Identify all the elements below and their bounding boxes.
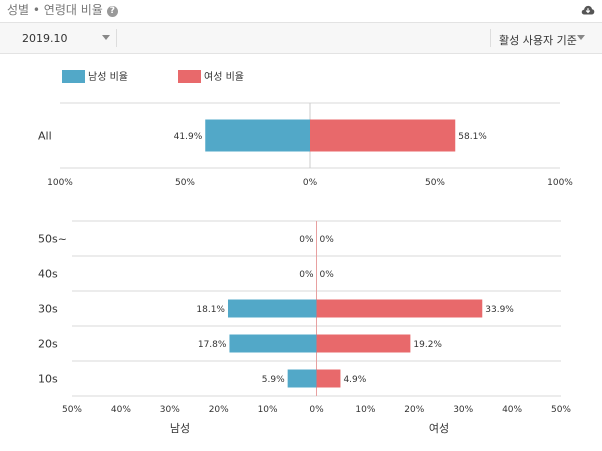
- panel-header: 성별 • 연령대 비율?: [0, 0, 602, 22]
- date-select-value: 2019.10: [22, 32, 68, 45]
- x-tick-label: 50%: [425, 178, 445, 188]
- x-axis-label-male: 남성: [170, 422, 190, 435]
- x-tick-label: 0%: [309, 405, 324, 415]
- x-tick-label: 100%: [47, 178, 73, 188]
- x-axis-label-female: 여성: [429, 422, 449, 435]
- x-tick-label: 40%: [502, 405, 522, 415]
- bar-male: [205, 119, 310, 152]
- x-tick-label: 50%: [62, 405, 82, 415]
- date-select[interactable]: 2019.10: [22, 29, 114, 47]
- data-label-female: 19.2%: [413, 340, 442, 350]
- data-label-male: 41.9%: [174, 132, 203, 142]
- filter-bar: 2019.10 활성 사용자 기준: [0, 22, 602, 54]
- category-label: 20s: [38, 338, 58, 351]
- chevron-down-icon: [577, 35, 585, 40]
- data-label-male: 0%: [299, 235, 314, 245]
- bar-male: [287, 369, 317, 388]
- data-label-male: 17.8%: [198, 340, 227, 350]
- bar-female: [310, 119, 456, 152]
- basis-select[interactable]: 활성 사용자 기준: [499, 29, 591, 47]
- x-tick-label: 30%: [453, 405, 473, 415]
- x-tick-label: 40%: [111, 405, 131, 415]
- legend-male: 남성 비율: [62, 68, 128, 83]
- data-label-male: 18.1%: [196, 305, 225, 315]
- chevron-down-icon: [102, 35, 110, 40]
- data-label-male: 5.9%: [262, 375, 285, 385]
- data-label-female: 0%: [320, 235, 335, 245]
- cloud-download-icon[interactable]: [581, 4, 595, 16]
- legend-female-swatch: [178, 70, 201, 83]
- x-tick-label: 10%: [258, 405, 278, 415]
- data-label-female: 58.1%: [458, 132, 487, 142]
- legend-female: 여성 비율: [178, 68, 244, 83]
- x-tick-label: 20%: [404, 405, 424, 415]
- bar-female: [316, 334, 411, 353]
- category-label: All: [38, 130, 52, 143]
- category-label: 10s: [38, 373, 58, 386]
- x-tick-label: 50%: [551, 405, 571, 415]
- bar-male: [227, 299, 317, 318]
- legend-male-swatch: [62, 70, 85, 83]
- legend-female-label: 여성 비율: [204, 72, 244, 83]
- bar-male: [229, 334, 317, 353]
- x-tick-label: 10%: [355, 405, 375, 415]
- x-tick-label: 50%: [175, 178, 195, 188]
- panel-title: 성별 • 연령대 비율?: [7, 1, 118, 18]
- divider: [490, 29, 491, 47]
- category-label: 30s: [38, 303, 58, 316]
- x-tick-label: 30%: [160, 405, 180, 415]
- category-label: 40s: [38, 268, 58, 281]
- data-label-female: 4.9%: [343, 375, 366, 385]
- category-label: 50s~: [38, 233, 67, 246]
- panel-title-text: 성별 • 연령대 비율: [7, 3, 103, 17]
- question-circle-icon[interactable]: ?: [106, 6, 118, 17]
- bar-female: [316, 369, 341, 388]
- data-label-female: 0%: [320, 270, 335, 280]
- basis-select-value: 활성 사용자 기준: [499, 34, 577, 47]
- x-tick-label: 100%: [547, 178, 573, 188]
- x-tick-label: 0%: [303, 178, 318, 188]
- legend-male-label: 남성 비율: [88, 72, 128, 83]
- bar-female: [316, 299, 483, 318]
- data-label-female: 33.9%: [485, 305, 514, 315]
- divider: [116, 29, 117, 47]
- data-label-male: 0%: [299, 270, 314, 280]
- x-tick-label: 20%: [209, 405, 229, 415]
